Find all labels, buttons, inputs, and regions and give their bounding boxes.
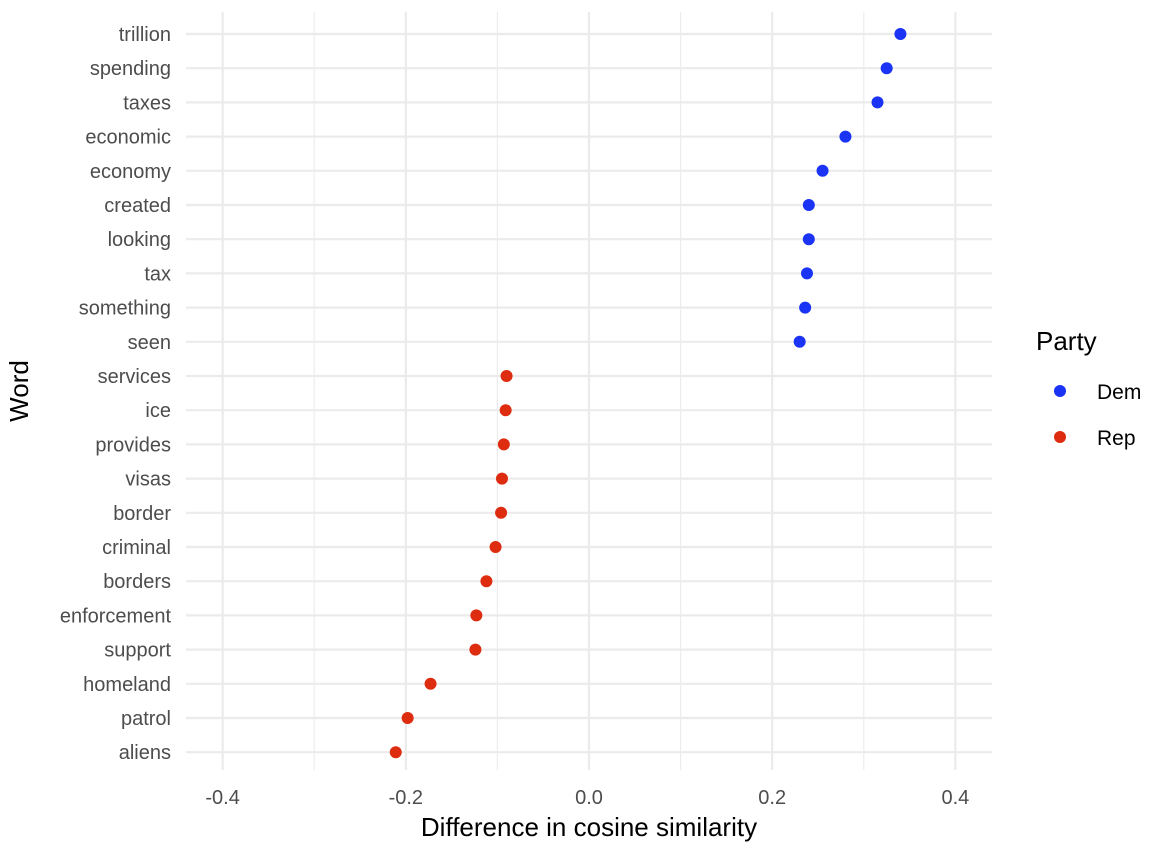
data-point-trillion <box>894 28 907 40</box>
y-tick-label: visas <box>125 469 171 491</box>
y-tick-label: spending <box>90 58 171 80</box>
y-tick-label: provides <box>95 434 171 456</box>
y-tick-label: trillion <box>119 24 171 46</box>
y-tick-label: criminal <box>102 537 171 559</box>
data-point-visas <box>495 472 508 485</box>
x-tick-label: 0.2 <box>758 787 786 809</box>
data-point-tax <box>800 267 813 280</box>
data-point-patrol <box>401 712 414 724</box>
y-tick-label: homeland <box>83 674 171 696</box>
data-point-enforcement <box>470 609 483 622</box>
y-tick-label: border <box>113 503 171 525</box>
x-axis-title: Difference in cosine similarity <box>421 812 757 842</box>
x-tick-label: 0.0 <box>575 787 603 809</box>
legend-title: Party <box>1036 326 1097 356</box>
y-tick-label: ice <box>145 400 171 422</box>
data-point-taxes <box>871 96 884 109</box>
y-tick-label: enforcement <box>60 605 172 627</box>
data-point-looking <box>802 233 815 246</box>
y-tick-label: seen <box>128 332 171 354</box>
y-tick-label: tax <box>144 263 171 285</box>
y-tick-label: services <box>98 366 171 388</box>
data-point-borders <box>480 575 493 588</box>
data-point-provides <box>497 438 510 451</box>
legend-label-rep: Rep <box>1097 427 1136 450</box>
data-point-spending <box>880 62 893 75</box>
data-point-created <box>802 199 815 211</box>
y-tick-label: looking <box>108 229 171 251</box>
data-point-homeland <box>424 677 437 690</box>
x-tick-label: 0.4 <box>941 787 969 809</box>
data-point-criminal <box>489 541 502 553</box>
y-axis-title: Word <box>4 360 34 422</box>
data-point-economic <box>839 130 852 143</box>
y-tick-label: borders <box>103 571 171 593</box>
y-tick-label: economic <box>85 127 171 149</box>
y-tick-label: aliens <box>119 742 171 764</box>
y-tick-label: patrol <box>121 708 171 730</box>
data-point-something <box>799 301 812 314</box>
y-tick-label: taxes <box>123 92 171 114</box>
x-tick-label: -0.4 <box>205 787 239 809</box>
data-points <box>389 28 907 759</box>
x-tick-label: -0.2 <box>389 787 423 809</box>
y-tick-label: economy <box>90 161 171 183</box>
data-point-seen <box>793 335 806 348</box>
data-point-aliens <box>389 746 402 759</box>
y-tick-label: something <box>79 298 171 320</box>
legend: Party Dem Rep <box>1036 326 1141 450</box>
legend-key-rep <box>1054 431 1066 443</box>
grid-layer <box>186 12 992 770</box>
x-tick-labels: -0.4 -0.2 0.0 0.2 0.4 <box>205 787 969 809</box>
y-tick-labels: trillion spending taxes economic economy crea… <box>60 24 172 764</box>
data-point-services <box>500 370 513 382</box>
legend-label-dem: Dem <box>1097 381 1141 404</box>
y-tick-label: support <box>104 640 171 662</box>
legend-key-dem <box>1054 385 1066 397</box>
y-tick-label: created <box>104 195 171 217</box>
data-point-ice <box>499 404 512 417</box>
data-point-economy <box>816 164 829 177</box>
data-point-border <box>495 506 508 519</box>
data-point-support <box>469 643 482 656</box>
